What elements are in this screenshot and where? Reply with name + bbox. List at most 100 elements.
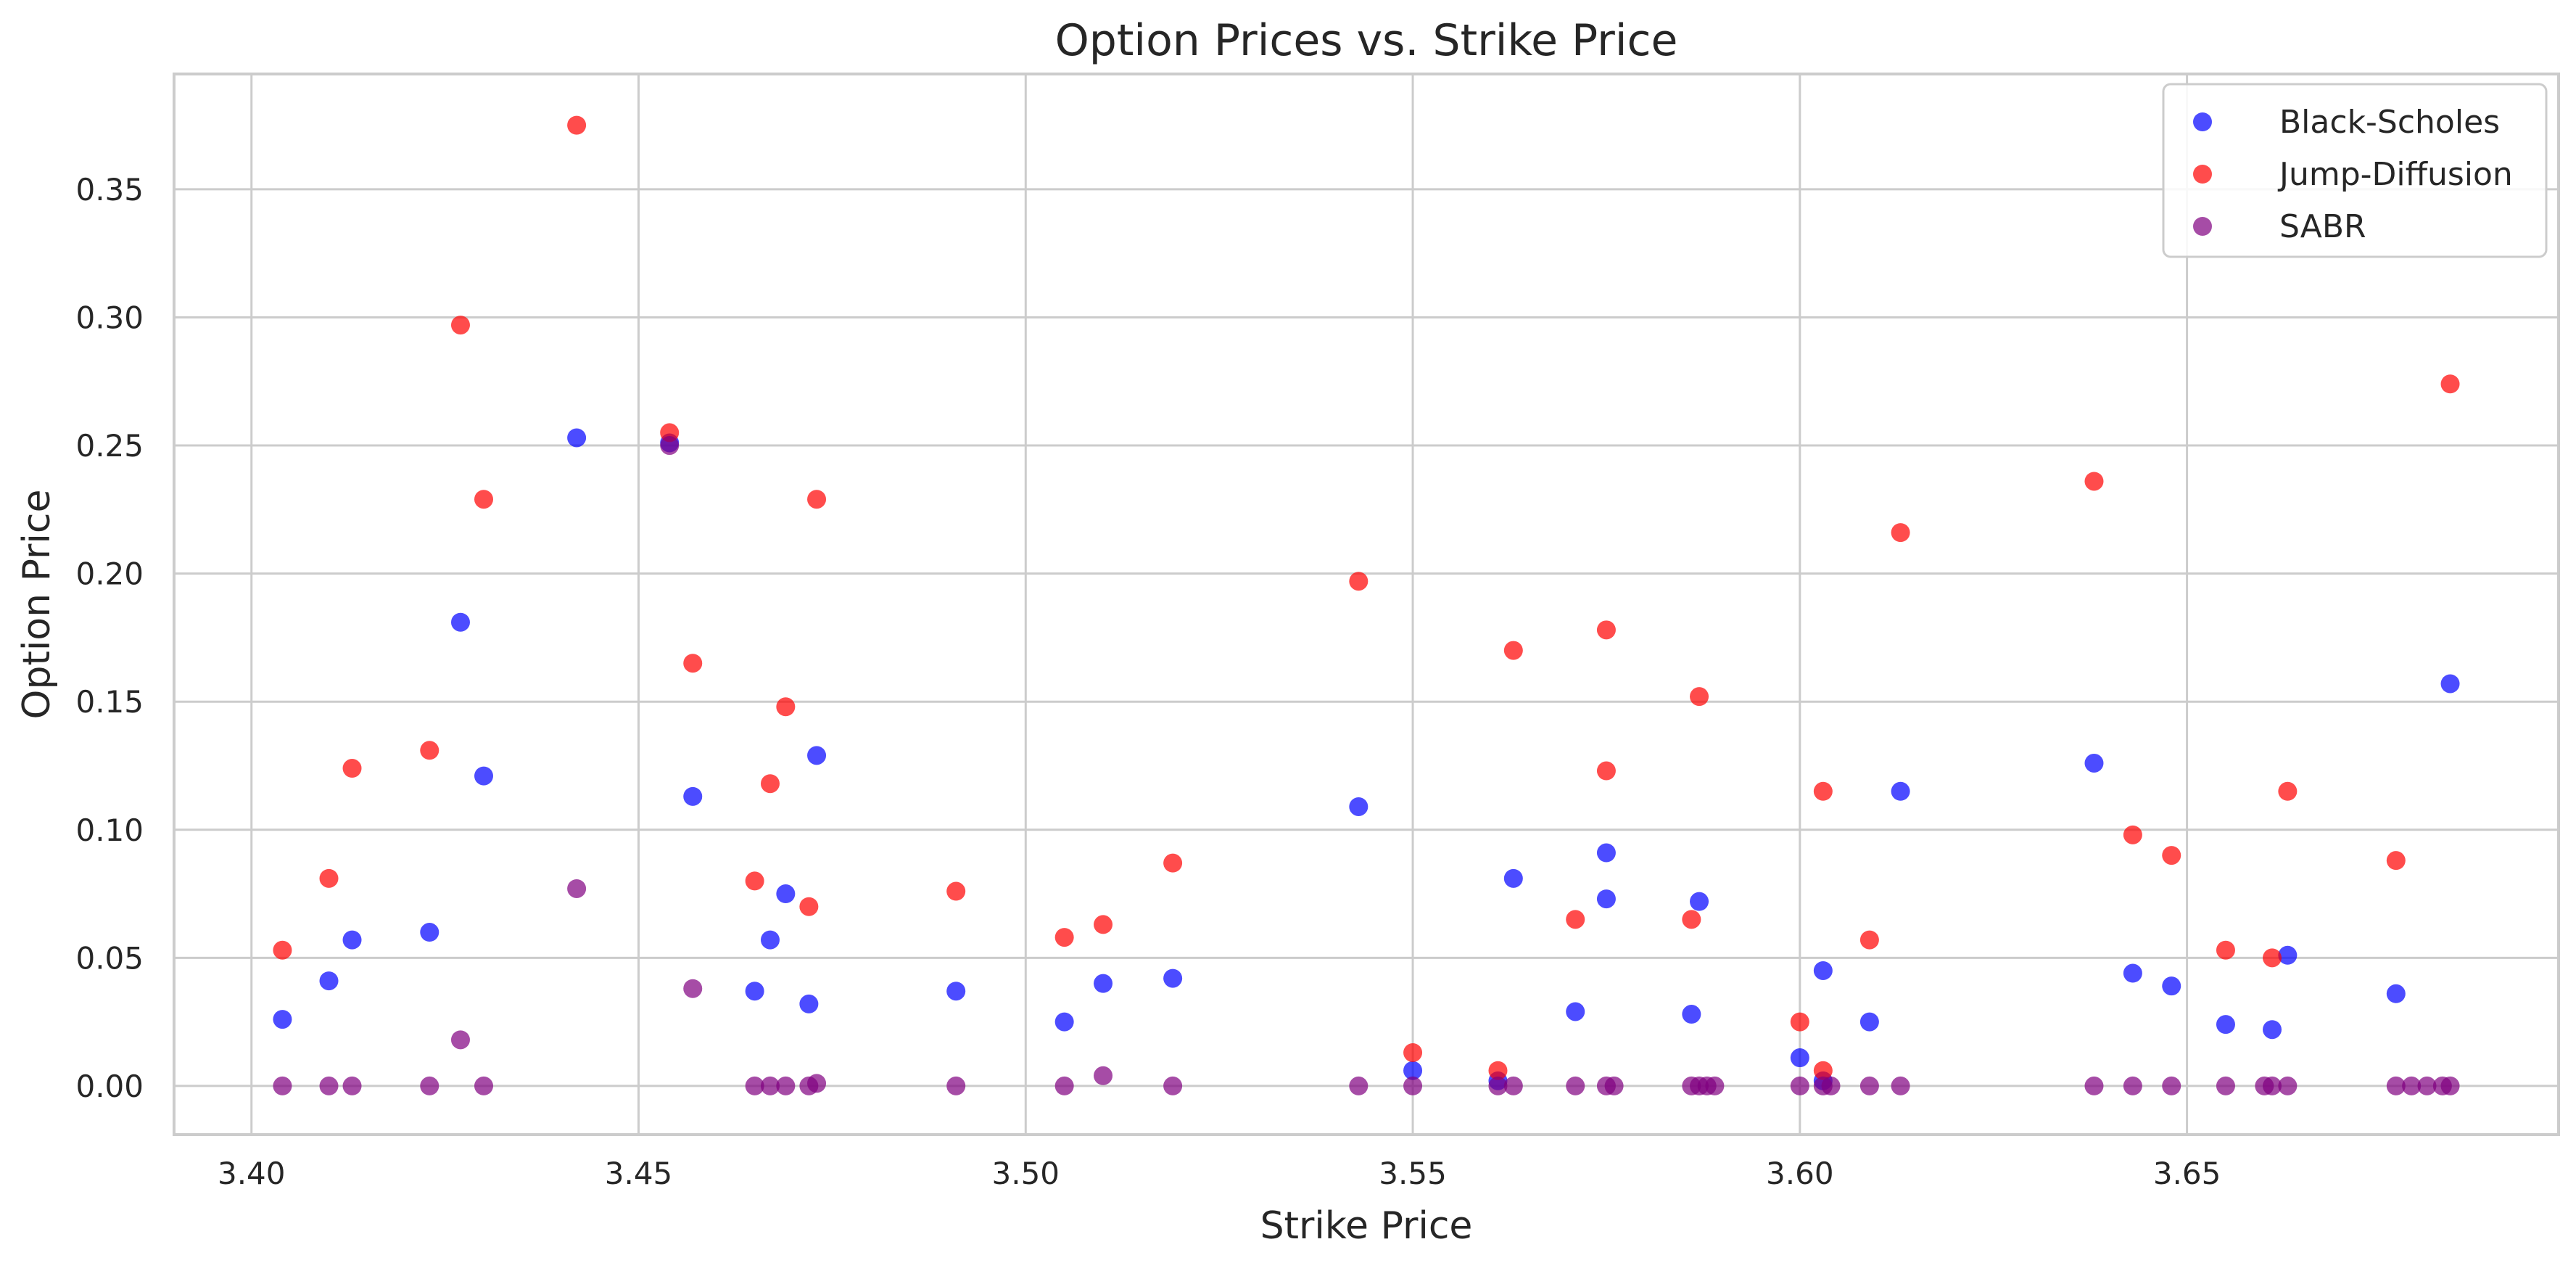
jump-diffusion-legend-marker bbox=[2193, 165, 2212, 184]
black-scholes-point bbox=[1094, 974, 1113, 993]
jump-diffusion-point bbox=[1094, 915, 1113, 934]
jump-diffusion-point bbox=[2386, 851, 2406, 871]
jump-diffusion-point bbox=[450, 316, 470, 335]
plot-area-frame bbox=[173, 73, 2560, 1136]
black-scholes-point bbox=[1790, 1048, 1809, 1068]
sabr-point bbox=[474, 1076, 494, 1095]
sabr-point bbox=[2263, 1076, 2282, 1095]
jump-diffusion-point bbox=[683, 654, 703, 673]
black-scholes-point bbox=[1163, 968, 1183, 988]
jump-diffusion-point bbox=[342, 759, 362, 778]
black-scholes-point bbox=[683, 786, 703, 806]
sabr-legend-label: SABR bbox=[2279, 208, 2366, 245]
black-scholes-point bbox=[1596, 843, 1616, 863]
y-tick-label: 0.10 bbox=[75, 813, 144, 848]
sabr-point bbox=[1403, 1076, 1423, 1095]
x-axis-ticks: 3.40 3.45 3.50 3.55 3.60 3.65 bbox=[218, 1156, 2221, 1191]
jump-diffusion-point bbox=[1813, 781, 1833, 801]
chart-title: Option Prices vs. Strike Price bbox=[1055, 15, 1678, 66]
jump-diffusion-point bbox=[1163, 853, 1183, 873]
jump-diffusion-point bbox=[1596, 620, 1616, 640]
jump-diffusion-point bbox=[1503, 641, 1523, 660]
black-scholes-point bbox=[1813, 961, 1833, 980]
jump-diffusion-point bbox=[776, 697, 796, 717]
black-scholes-point bbox=[2216, 1015, 2235, 1035]
jump-diffusion-point bbox=[474, 490, 494, 509]
x-tick-label: 3.40 bbox=[218, 1156, 286, 1191]
sabr-point bbox=[1859, 1076, 1879, 1095]
sabr-point bbox=[450, 1030, 470, 1050]
jump-diffusion-point bbox=[745, 871, 764, 891]
y-tick-label: 0.30 bbox=[75, 300, 144, 335]
black-scholes-point bbox=[450, 612, 470, 632]
jump-diffusion-point bbox=[420, 741, 439, 760]
jump-diffusion-point bbox=[2084, 472, 2104, 491]
x-tick-label: 3.45 bbox=[605, 1156, 673, 1191]
sabr-point bbox=[776, 1076, 796, 1095]
sabr-point bbox=[1054, 1076, 1074, 1095]
sabr-point bbox=[2162, 1076, 2181, 1095]
sabr-point bbox=[567, 879, 587, 898]
black-scholes-point bbox=[799, 994, 819, 1013]
sabr-point bbox=[761, 1076, 780, 1095]
black-scholes-point bbox=[2386, 984, 2406, 1003]
black-scholes-legend-label: Black-Scholes bbox=[2279, 104, 2500, 141]
black-scholes-point bbox=[1503, 868, 1523, 888]
black-scholes-point bbox=[1596, 889, 1616, 909]
x-tick-label: 3.55 bbox=[1379, 1156, 1447, 1191]
jump-diffusion-point bbox=[2216, 940, 2235, 960]
black-scholes-point bbox=[1403, 1061, 1423, 1080]
black-scholes-legend-marker bbox=[2193, 112, 2212, 131]
sabr-point bbox=[2084, 1076, 2104, 1095]
sabr-point bbox=[1821, 1076, 1841, 1095]
sabr-point bbox=[745, 1076, 764, 1095]
black-scholes-point bbox=[1690, 892, 1709, 911]
black-scholes-point bbox=[1682, 1005, 1701, 1024]
black-scholes-point bbox=[1054, 1012, 1074, 1032]
legend-box bbox=[2162, 83, 2548, 258]
sabr-point bbox=[1163, 1076, 1183, 1095]
black-scholes-point bbox=[474, 766, 494, 786]
y-tick-label: 0.25 bbox=[75, 428, 144, 464]
black-scholes-point bbox=[807, 746, 827, 765]
sabr-point bbox=[2402, 1076, 2422, 1095]
data-points bbox=[273, 115, 2460, 1095]
sabr-point bbox=[946, 1076, 966, 1095]
sabr-point bbox=[1566, 1076, 1585, 1095]
y-tick-label: 0.20 bbox=[75, 556, 144, 592]
jump-diffusion-point bbox=[1790, 1012, 1809, 1032]
jump-diffusion-point bbox=[2278, 781, 2298, 801]
jump-diffusion-point bbox=[1682, 910, 1701, 929]
black-scholes-point bbox=[761, 930, 780, 950]
black-scholes-point bbox=[342, 930, 362, 950]
sabr-point bbox=[1604, 1076, 1624, 1095]
black-scholes-point bbox=[946, 982, 966, 1001]
black-scholes-point bbox=[2263, 1020, 2282, 1040]
black-scholes-point bbox=[2440, 674, 2460, 694]
jump-diffusion-point bbox=[1690, 687, 1709, 707]
jump-diffusion-point bbox=[1566, 910, 1585, 929]
jump-diffusion-point bbox=[761, 774, 780, 794]
legend: Black-Scholes Jump-Diffusion SABR bbox=[2162, 83, 2548, 258]
sabr-point bbox=[2216, 1076, 2235, 1095]
sabr-point bbox=[1503, 1076, 1523, 1095]
jump-diffusion-legend-label: Jump-Diffusion bbox=[2277, 156, 2513, 193]
sabr-point bbox=[807, 1074, 827, 1093]
black-scholes-point bbox=[567, 428, 587, 448]
jump-diffusion-point bbox=[1891, 523, 1910, 543]
black-scholes-point bbox=[2278, 945, 2298, 965]
x-tick-label: 3.65 bbox=[2153, 1156, 2221, 1191]
sabr-point bbox=[1488, 1076, 1508, 1095]
black-scholes-point bbox=[2123, 963, 2142, 983]
black-scholes-point bbox=[1891, 781, 1910, 801]
jump-diffusion-point bbox=[1596, 761, 1616, 781]
sabr-point bbox=[1891, 1076, 1910, 1095]
x-tick-label: 3.50 bbox=[992, 1156, 1060, 1191]
black-scholes-point bbox=[420, 923, 439, 942]
sabr-legend-marker bbox=[2193, 217, 2212, 236]
sabr-point bbox=[273, 1076, 292, 1095]
sabr-point bbox=[1790, 1076, 1809, 1095]
y-axis-ticks: 0.00 0.05 0.10 0.15 0.20 0.25 0.30 0.35 bbox=[75, 172, 144, 1104]
y-tick-label: 0.35 bbox=[75, 172, 144, 207]
